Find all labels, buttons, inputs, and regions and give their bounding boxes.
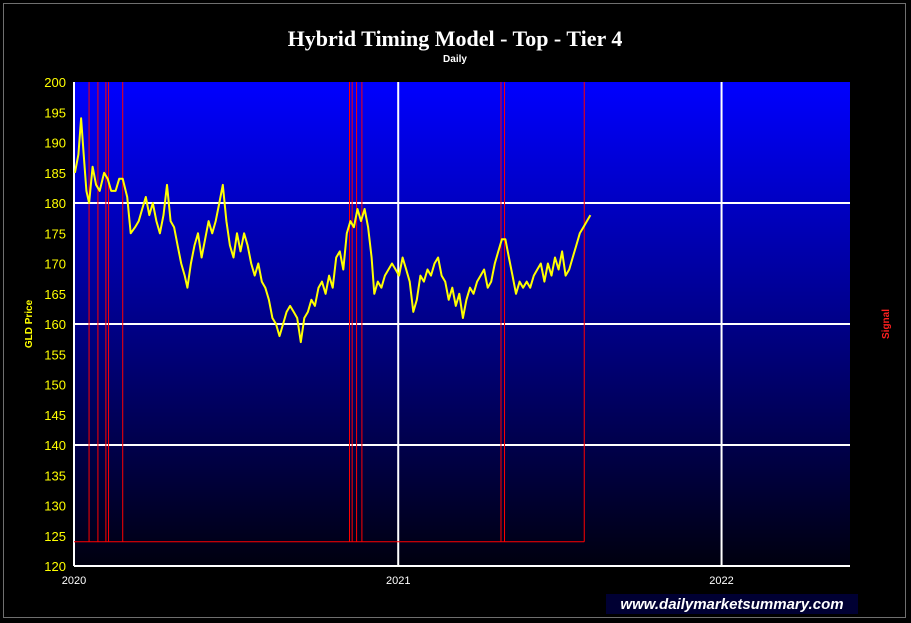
chart-frame — [3, 3, 906, 618]
y-tick-label: 155 — [44, 347, 66, 362]
y-tick-label: 150 — [44, 378, 66, 393]
y-tick-label: 170 — [44, 257, 66, 272]
x-tick-label: 2022 — [709, 575, 733, 587]
price-line — [74, 117, 592, 344]
watermark-background — [606, 594, 858, 614]
y-tick-label: 175 — [44, 226, 66, 241]
y-tick-label: 200 — [44, 75, 66, 90]
y-tick-label: 195 — [44, 105, 66, 120]
grid-lines — [73, 82, 850, 567]
x-tick-label: 2020 — [62, 575, 86, 587]
chart-title: Hybrid Timing Model - Top - Tier 4 — [288, 26, 623, 51]
y-axis-ticks: 200 195 190 185 180 175 170 165 160 155 150 145 140 1… — [44, 75, 66, 574]
y-tick-label: 130 — [44, 499, 66, 514]
y-tick-label: 140 — [44, 438, 66, 453]
y-tick-label: 135 — [44, 468, 66, 483]
chart-subtitle: Daily — [443, 54, 467, 65]
y-tick-label: 165 — [44, 287, 66, 302]
x-tick-label: 2021 — [386, 575, 410, 587]
y-tick-label: 190 — [44, 136, 66, 151]
y-axis-label: GLD Price — [24, 299, 35, 348]
x-axis-ticks: 2020 2021 2022 — [62, 575, 734, 587]
y2-axis-label: Signal — [881, 309, 892, 339]
y-tick-label: 120 — [44, 559, 66, 574]
price-series — [74, 117, 592, 344]
y-tick-label: 180 — [44, 196, 66, 211]
y-tick-label: 185 — [44, 166, 66, 181]
y-tick-label: 125 — [44, 529, 66, 544]
y-tick-label: 160 — [44, 317, 66, 332]
signal-series — [74, 82, 585, 543]
watermark: www.dailymarketsummary.com — [620, 596, 843, 613]
y-tick-label: 145 — [44, 408, 66, 423]
